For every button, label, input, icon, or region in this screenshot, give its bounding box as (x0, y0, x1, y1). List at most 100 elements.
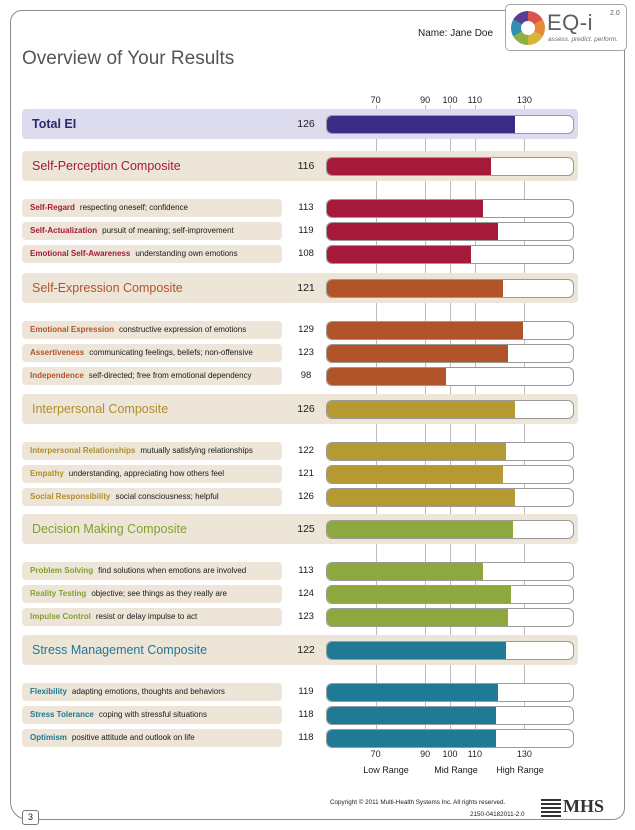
subscale-label: Impulse Control resist or delay impulse t… (30, 610, 197, 624)
subscale-description: positive attitude and outlook on life (71, 733, 195, 742)
subscale-row (22, 608, 282, 626)
subscale-bar-track (326, 705, 574, 725)
subscale-bar-fill (327, 683, 499, 701)
participant-name: Name: Jane Doe (418, 28, 494, 39)
range-label: Mid Range (434, 765, 478, 775)
subscale-row (22, 706, 282, 724)
total-ei-label: Total EI (32, 117, 77, 131)
subscale-bar-fill (327, 222, 499, 240)
subscale-name: Optimism (30, 733, 67, 742)
subscale-bar-track (326, 343, 574, 363)
total-ei-bar-track (326, 114, 574, 134)
subscale-bar-fill (327, 585, 511, 603)
page-frame (10, 10, 625, 820)
logo-version: 2.0 (610, 10, 620, 17)
subscale-score: 98 (300, 370, 312, 381)
subscale-bar-fill (327, 729, 496, 747)
x-tick-label-top: 100 (442, 95, 458, 105)
subscale-bar-track (326, 320, 574, 340)
subscale-label: Emotional Self-Awareness understanding ow… (30, 247, 238, 261)
x-tick-label-top: 130 (516, 95, 532, 105)
subscale-label: Optimism positive attitude and outlook on… (30, 731, 195, 745)
subscale-bar-fill (327, 465, 504, 483)
subscale-score: 123 (298, 611, 314, 622)
subscale-name: Impulse Control (30, 612, 91, 621)
composite-bar-track (326, 399, 574, 419)
subscale-bar-track (326, 366, 574, 386)
subscale-bar-fill (327, 321, 523, 339)
subscale-description: social consciousness; helpful (115, 492, 219, 501)
subscale-bar-track (326, 487, 574, 507)
composite-bar-track (326, 640, 574, 660)
subscale-score: 113 (298, 565, 314, 576)
mhs-stripes-logo-icon (541, 799, 561, 817)
subscale-row (22, 683, 282, 701)
subscale-row (22, 465, 282, 483)
subscale-description: resist or delay impulse to act (95, 612, 198, 621)
total-ei-bar-fill (327, 115, 516, 133)
x-tick-label-top: 70 (370, 95, 381, 105)
page-title: Overview of Your Results (22, 48, 235, 69)
subscale-label: Reality Testing objective; see things as … (30, 587, 227, 601)
subscale-bar-track (326, 244, 574, 264)
subscale-bar-fill (327, 562, 484, 580)
subscale-name: Self-Actualization (30, 226, 98, 235)
subscale-label: Problem Solving find solutions when emoti… (30, 564, 246, 578)
subscale-name: Empathy (30, 469, 64, 478)
page-number: 3 (22, 810, 39, 825)
subscale-description: self-directed; free from emotional depen… (88, 371, 252, 380)
subscale-name: Reality Testing (30, 589, 87, 598)
subscale-row (22, 367, 282, 385)
x-tick-label-top: 110 (467, 95, 482, 105)
composite-bar-track (326, 519, 574, 539)
subscale-bar-fill (327, 344, 509, 362)
subscale-description: constructive expression of emotions (119, 325, 247, 334)
subscale-description: understanding, appreciating how others f… (68, 469, 225, 478)
subscale-name: Social Responsibility (30, 492, 111, 501)
subscale-description: communicating feelings, beliefs; non-off… (89, 348, 253, 357)
subscale-row (22, 729, 282, 747)
subscale-row (22, 562, 282, 580)
gridline (375, 105, 377, 744)
subscale-bar-fill (327, 199, 484, 217)
subscale-score: 119 (298, 686, 314, 697)
subscale-score: 121 (298, 468, 314, 479)
subscale-description: understanding own emotions (135, 249, 238, 258)
composite-score: 121 (297, 282, 315, 294)
subscale-bar-fill (327, 706, 496, 724)
x-tick-label-top: 90 (420, 95, 431, 105)
subscale-score: 118 (298, 732, 314, 743)
subscale-name: Emotional Self-Awareness (30, 249, 131, 258)
subscale-row (22, 488, 282, 506)
subscale-score: 126 (298, 491, 314, 502)
composite-bar-track (326, 156, 574, 176)
subscale-score: 108 (298, 248, 314, 259)
subscale-label: Stress Tolerance coping with stressful si… (30, 708, 207, 722)
subscale-bar-track (326, 607, 574, 627)
gridline (450, 105, 451, 744)
composite-label: Decision Making Composite (32, 522, 187, 536)
subscale-bar-fill (327, 488, 516, 506)
subscale-description: coping with stressful situations (98, 710, 207, 719)
copyright-text: Copyright © 2011 Multi-Health Systems In… (330, 799, 506, 806)
subscale-name: Flexibility (30, 687, 67, 696)
subscale-bar-fill (327, 608, 509, 626)
composite-label: Self-Expression Composite (32, 281, 183, 295)
subscale-bar-track (326, 561, 574, 581)
total-ei-score: 126 (297, 118, 315, 130)
subscale-row (22, 222, 282, 240)
subscale-name: Emotional Expression (30, 325, 115, 334)
composite-score: 125 (297, 523, 315, 535)
subscale-score: 129 (298, 324, 314, 335)
subscale-score: 122 (298, 445, 314, 456)
x-tick-label-bottom: 100 (442, 749, 458, 759)
subscale-bar-track (326, 584, 574, 604)
subscale-bar-fill (327, 367, 447, 385)
composite-bar-track (326, 278, 574, 298)
subscale-row (22, 344, 282, 362)
subscale-label: Flexibility adapting emotions, thoughts a… (30, 685, 225, 699)
subscale-row (22, 442, 282, 460)
range-label: Low Range (363, 765, 409, 775)
subscale-label: Empathy understanding, appreciating how o… (30, 467, 224, 481)
composite-label: Self-Perception Composite (32, 159, 181, 173)
